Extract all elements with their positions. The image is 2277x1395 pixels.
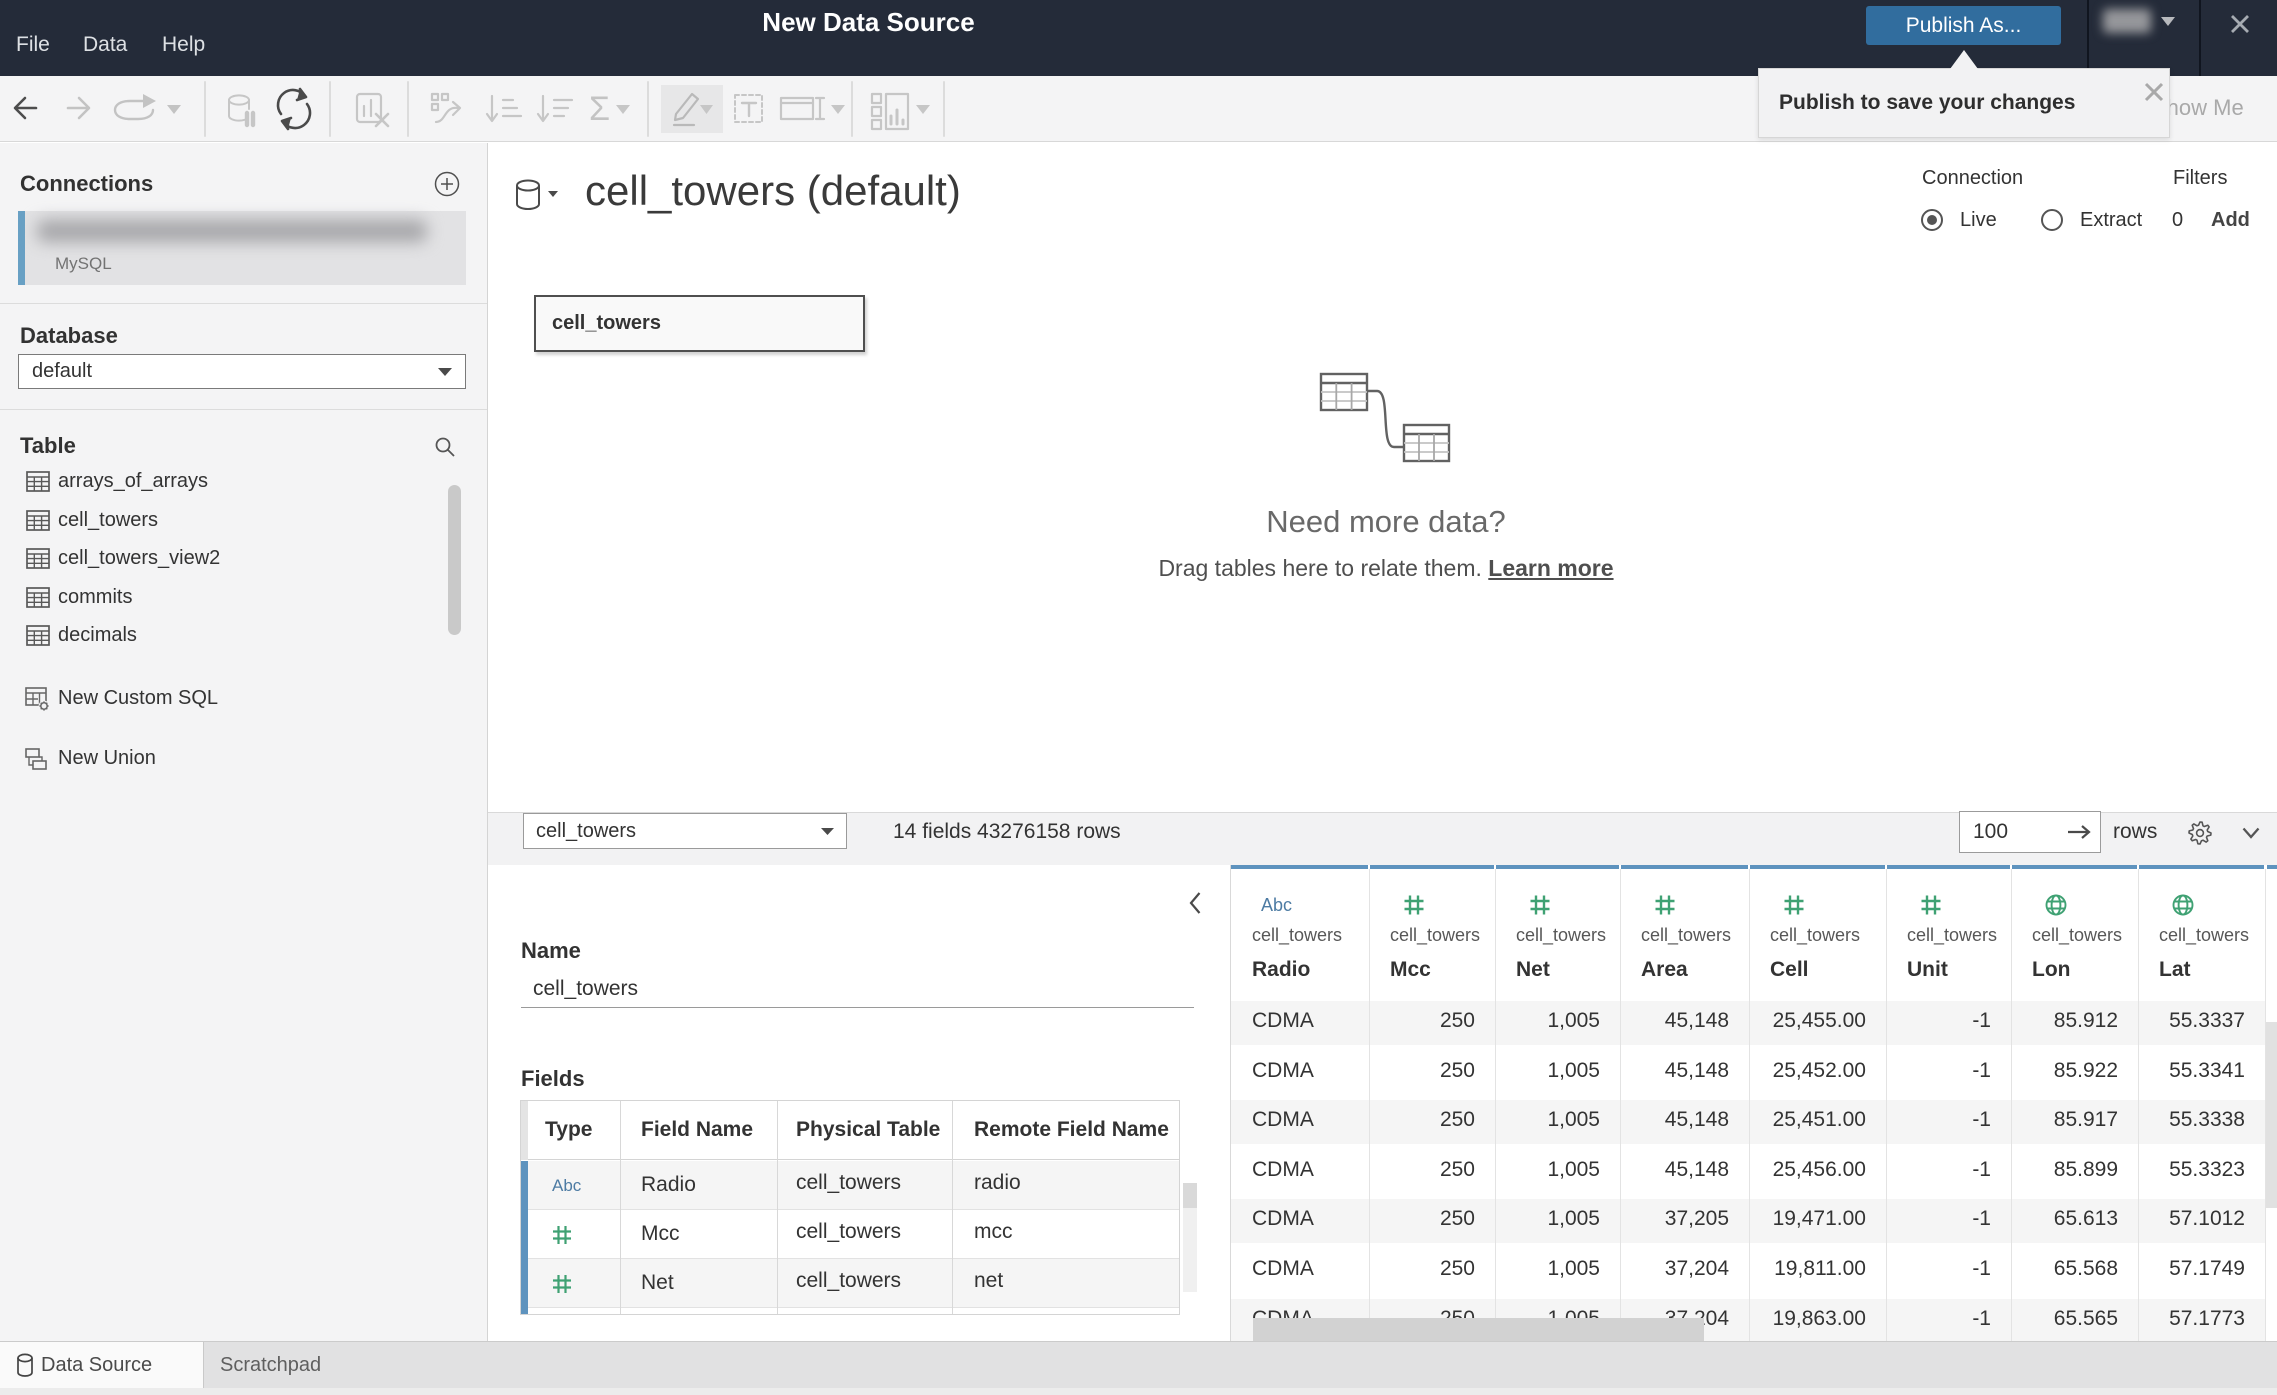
svg-text:Σ: Σ xyxy=(589,90,610,128)
